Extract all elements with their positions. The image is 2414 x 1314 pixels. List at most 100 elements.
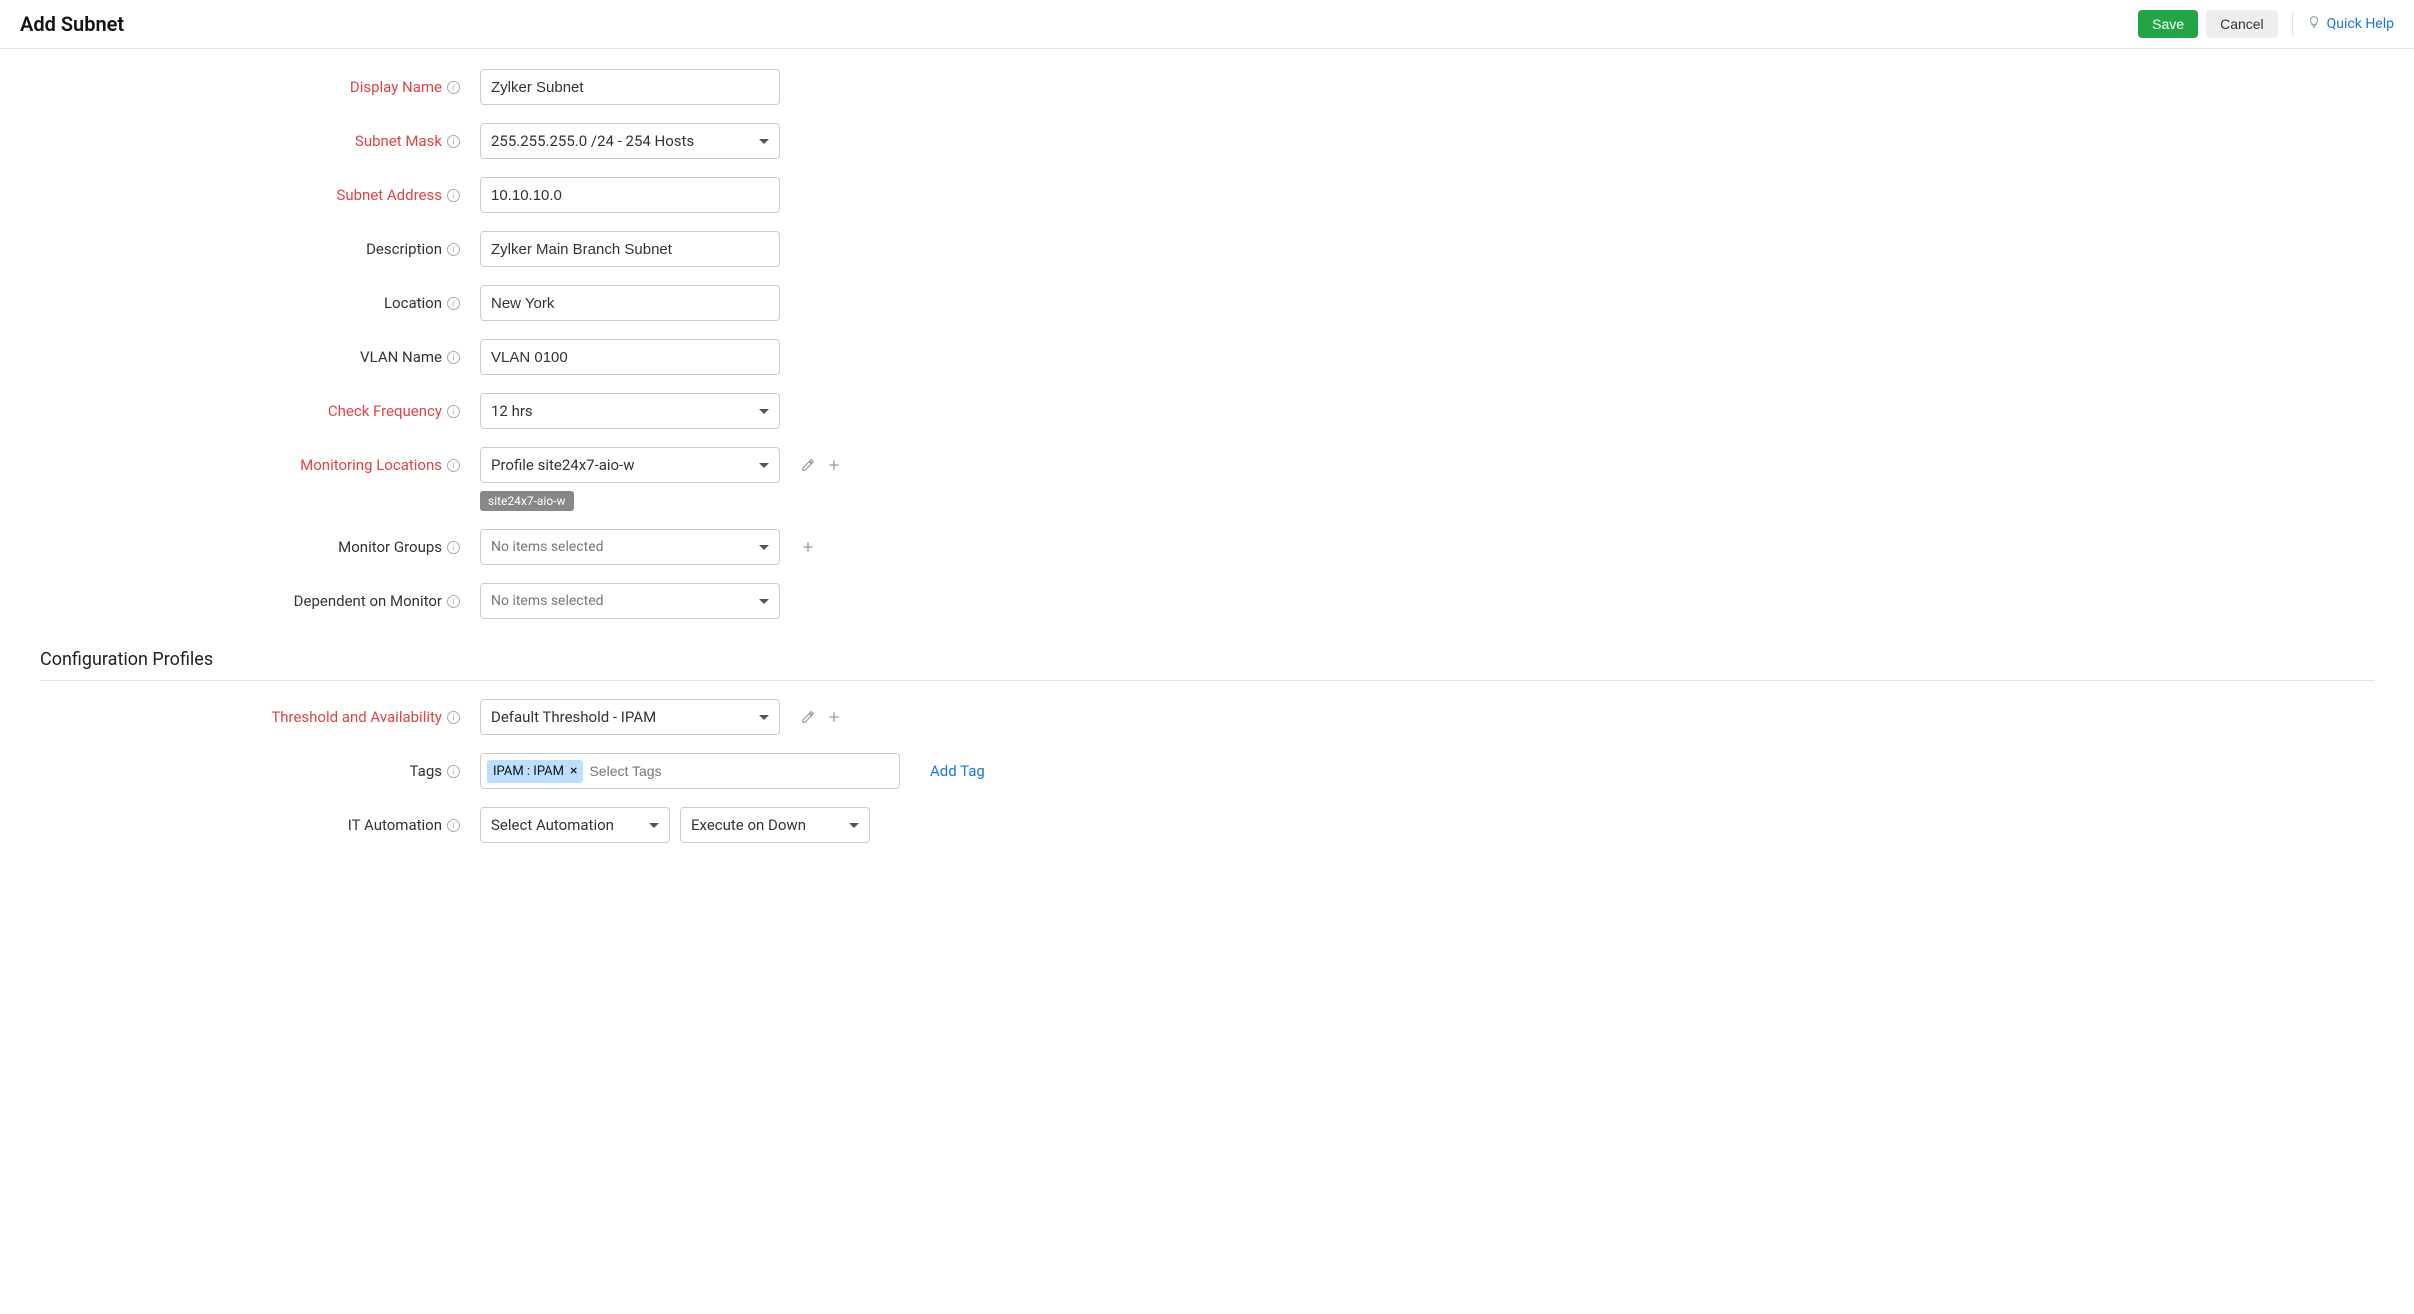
chevron-down-icon [649, 823, 659, 828]
label-location: Location i [40, 294, 460, 312]
info-icon[interactable]: i [447, 135, 460, 148]
page-title: Add Subnet [20, 12, 124, 36]
row-vlan-name: VLAN Name i [40, 339, 2374, 375]
tag-text: IPAM : IPAM [493, 764, 564, 779]
label-it-automation: IT Automation i [40, 816, 460, 834]
lightbulb-icon [2307, 15, 2321, 33]
add-icon[interactable] [826, 457, 842, 473]
label-monitoring-locations: Monitoring Locations i [40, 456, 460, 474]
label-text: Monitoring Locations [300, 456, 442, 474]
tags-container[interactable]: IPAM : IPAM × [480, 753, 900, 789]
info-icon[interactable]: i [447, 459, 460, 472]
label-text: VLAN Name [360, 348, 442, 366]
row-subnet-address: Subnet Address i [40, 177, 2374, 213]
check-frequency-select[interactable]: 12 hrs [480, 393, 780, 429]
tag-pill: IPAM : IPAM × [487, 760, 583, 783]
edit-icon[interactable] [800, 457, 816, 473]
select-automation[interactable]: Select Automation [480, 807, 670, 843]
it-automation-group: Select Automation Execute on Down [480, 807, 870, 843]
tags-input[interactable] [589, 763, 893, 779]
page-header: Add Subnet Save Cancel Quick Help [0, 0, 2414, 49]
info-icon[interactable]: i [447, 297, 460, 310]
row-actions [800, 539, 816, 555]
select-value: Select Automation [491, 816, 614, 834]
subnet-mask-select[interactable]: 255.255.255.0 /24 - 254 Hosts [480, 123, 780, 159]
row-description: Description i [40, 231, 2374, 267]
row-check-frequency: Check Frequency i 12 hrs [40, 393, 2374, 429]
edit-icon[interactable] [800, 709, 816, 725]
add-tag-link[interactable]: Add Tag [930, 762, 985, 780]
select-value: 255.255.255.0 /24 - 254 Hosts [491, 132, 694, 150]
chevron-down-icon [759, 545, 769, 550]
row-actions [800, 709, 842, 725]
label-subnet-mask: Subnet Mask i [40, 132, 460, 150]
label-text: Subnet Address [336, 186, 442, 204]
row-actions [800, 457, 842, 473]
info-icon[interactable]: i [447, 541, 460, 554]
dependent-on-monitor-select[interactable]: No items selected [480, 583, 780, 619]
header-actions: Save Cancel Quick Help [2138, 10, 2394, 38]
label-description: Description i [40, 240, 460, 258]
info-icon[interactable]: i [447, 819, 460, 832]
chevron-down-icon [759, 139, 769, 144]
chevron-down-icon [759, 463, 769, 468]
subnet-address-input[interactable] [480, 177, 780, 213]
info-icon[interactable]: i [447, 351, 460, 364]
quick-help-label: Quick Help [2327, 16, 2394, 32]
info-icon[interactable]: i [447, 81, 460, 94]
execute-on-select[interactable]: Execute on Down [680, 807, 870, 843]
monitor-groups-select[interactable]: No items selected [480, 529, 780, 565]
close-icon[interactable]: × [570, 764, 577, 778]
info-icon[interactable]: i [447, 405, 460, 418]
row-location: Location i [40, 285, 2374, 321]
row-tags: Tags i IPAM : IPAM × Add Tag [40, 753, 2374, 789]
label-dependent-on-monitor: Dependent on Monitor i [40, 592, 460, 610]
row-monitor-groups: Monitor Groups i No items selected [40, 529, 2374, 565]
info-icon[interactable]: i [447, 711, 460, 724]
label-check-frequency: Check Frequency i [40, 402, 460, 420]
chevron-down-icon [849, 823, 859, 828]
chevron-down-icon [759, 599, 769, 604]
label-text: Location [384, 294, 442, 312]
info-icon[interactable]: i [447, 189, 460, 202]
select-value: Default Threshold - IPAM [491, 708, 656, 726]
chevron-down-icon [759, 715, 769, 720]
label-text: Tags [410, 762, 442, 780]
save-button[interactable]: Save [2138, 10, 2198, 38]
quick-help-link[interactable]: Quick Help [2307, 15, 2394, 33]
label-vlan-name: VLAN Name i [40, 348, 460, 366]
label-threshold: Threshold and Availability i [40, 708, 460, 726]
label-text: Threshold and Availability [271, 708, 442, 726]
row-dependent-on-monitor: Dependent on Monitor i No items selected [40, 583, 2374, 619]
info-icon[interactable]: i [447, 765, 460, 778]
form-content: Display Name i Subnet Mask i 255.255.255… [0, 49, 2414, 901]
chevron-down-icon [759, 409, 769, 414]
monitoring-location-chip-row: site24x7-aio-w [480, 491, 2374, 511]
row-subnet-mask: Subnet Mask i 255.255.255.0 /24 - 254 Ho… [40, 123, 2374, 159]
label-text: Dependent on Monitor [294, 592, 442, 610]
select-value: Profile site24x7-aio-w [491, 456, 635, 474]
section-configuration-profiles: Configuration Profiles [40, 639, 2374, 681]
label-text: Monitor Groups [338, 538, 442, 556]
location-input[interactable] [480, 285, 780, 321]
info-icon[interactable]: i [447, 243, 460, 256]
select-placeholder: No items selected [491, 593, 604, 609]
cancel-button[interactable]: Cancel [2206, 10, 2278, 38]
label-text: Description [366, 240, 442, 258]
add-icon[interactable] [826, 709, 842, 725]
row-monitoring-locations: Monitoring Locations i Profile site24x7-… [40, 447, 2374, 483]
location-chip: site24x7-aio-w [480, 491, 574, 511]
select-value: 12 hrs [491, 402, 533, 420]
label-text: IT Automation [348, 816, 442, 834]
vlan-name-input[interactable] [480, 339, 780, 375]
info-icon[interactable]: i [447, 595, 460, 608]
monitoring-locations-select[interactable]: Profile site24x7-aio-w [480, 447, 780, 483]
label-subnet-address: Subnet Address i [40, 186, 460, 204]
description-input[interactable] [480, 231, 780, 267]
label-tags: Tags i [40, 762, 460, 780]
display-name-input[interactable] [480, 69, 780, 105]
threshold-select[interactable]: Default Threshold - IPAM [480, 699, 780, 735]
add-icon[interactable] [800, 539, 816, 555]
label-text: Check Frequency [328, 402, 442, 420]
divider [2292, 13, 2293, 35]
